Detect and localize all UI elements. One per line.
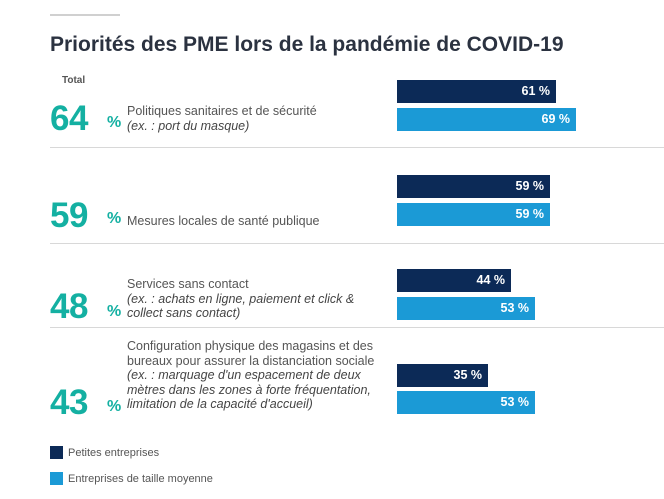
chart-title: Priorités des PME lors de la pandémie de… [50, 33, 564, 56]
bar-label-medium-2: 59 % [515, 207, 545, 221]
bar-label-small-3: 44 % [476, 273, 506, 287]
bar-medium-4: 53 % [397, 391, 535, 414]
category-example-1: (ex. : port du masque) [127, 118, 250, 133]
bar-label-medium-4: 53 % [500, 395, 530, 409]
legend-item-small: Petites entreprises [50, 446, 159, 459]
bar-label-medium-1: 69 % [541, 112, 571, 126]
total-header: Total [62, 75, 86, 86]
total-percent-1: % [107, 114, 122, 131]
bar-small-3: 44 % [397, 269, 511, 292]
total-value-2: 59 [50, 196, 88, 235]
category-label-1: Politiques sanitaires et de sécurité (ex… [127, 104, 392, 133]
bar-small-4: 35 % [397, 364, 488, 387]
bar-small-1: 61 % [397, 80, 556, 103]
total-value-1: 64 [50, 99, 88, 138]
row-separator [50, 147, 664, 148]
total-value-4: 43 [50, 383, 88, 422]
total-percent-3: % [107, 303, 122, 320]
legend-item-medium: Entreprises de taille moyenne [50, 472, 213, 485]
category-label-3: Services sans contact (ex. : achats en l… [127, 277, 392, 321]
bar-label-small-4: 35 % [453, 368, 483, 382]
bar-medium-1: 69 % [397, 108, 576, 131]
category-name-3: Services sans contact [127, 277, 249, 291]
legend-label-small: Petites entreprises [68, 446, 160, 459]
bar-label-small-2: 59 % [515, 179, 545, 193]
legend-swatch-small [50, 446, 63, 459]
total-value-3: 48 [50, 287, 88, 326]
legend-label-medium: Entreprises de taille moyenne [68, 472, 213, 485]
category-name-2: Mesures locales de santé publique [127, 214, 320, 228]
row-separator [50, 243, 664, 244]
legend-swatch-medium [50, 472, 63, 485]
category-example-4: (ex. : marquage d'un espacement de deux … [127, 368, 371, 411]
category-example-3: (ex. : achats en ligne, paiement et clic… [127, 291, 355, 321]
total-percent-4: % [107, 398, 122, 415]
total-percent-2: % [107, 210, 122, 227]
category-label-4: Configuration physique des magasins et d… [127, 339, 392, 412]
row-separator [50, 327, 664, 328]
category-name-1: Politiques sanitaires et de sécurité [127, 104, 317, 118]
top-rule [50, 14, 120, 16]
bar-label-medium-3: 53 % [500, 301, 530, 315]
bar-medium-3: 53 % [397, 297, 535, 320]
bar-small-2: 59 % [397, 175, 550, 198]
bar-medium-2: 59 % [397, 203, 550, 226]
bar-label-small-1: 61 % [521, 84, 551, 98]
category-name-4: Configuration physique des magasins et d… [127, 339, 375, 368]
category-label-2: Mesures locales de santé publique [127, 214, 392, 229]
